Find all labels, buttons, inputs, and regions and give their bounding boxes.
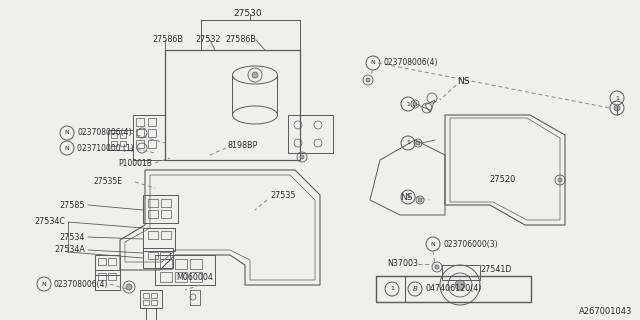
- Text: NS: NS: [457, 77, 470, 86]
- Text: 27532: 27532: [195, 36, 221, 44]
- Bar: [160, 252, 170, 259]
- Text: N: N: [65, 146, 69, 150]
- Text: N: N: [431, 242, 435, 246]
- Text: N: N: [42, 282, 46, 286]
- Text: P10001B: P10001B: [118, 158, 152, 167]
- Text: 27541D: 27541D: [480, 266, 511, 275]
- Bar: [442, 265, 480, 280]
- Circle shape: [416, 141, 420, 145]
- Bar: [190, 272, 202, 282]
- Bar: [161, 210, 171, 218]
- Text: M060004: M060004: [177, 273, 213, 282]
- Text: N: N: [371, 60, 376, 66]
- Bar: [288, 115, 333, 153]
- Bar: [148, 199, 158, 207]
- Text: 1: 1: [390, 286, 394, 292]
- Bar: [98, 258, 106, 265]
- Text: N: N: [65, 131, 69, 135]
- Text: 27535E: 27535E: [93, 178, 122, 187]
- Bar: [165, 50, 300, 160]
- Circle shape: [126, 284, 132, 290]
- Bar: [148, 129, 156, 137]
- Text: NS: NS: [400, 193, 413, 202]
- Bar: [143, 195, 178, 223]
- Text: 023708006(4): 023708006(4): [77, 129, 131, 138]
- Bar: [148, 140, 156, 148]
- Bar: [111, 141, 117, 146]
- Circle shape: [418, 198, 422, 202]
- Bar: [151, 293, 157, 298]
- Bar: [175, 272, 187, 282]
- Bar: [143, 248, 173, 268]
- Bar: [175, 259, 187, 269]
- Bar: [160, 259, 172, 269]
- Bar: [120, 141, 126, 146]
- Bar: [190, 259, 202, 269]
- Text: N37003: N37003: [387, 260, 418, 268]
- Circle shape: [366, 78, 370, 82]
- Text: B: B: [413, 286, 417, 292]
- Bar: [151, 300, 157, 305]
- Circle shape: [252, 72, 258, 78]
- Bar: [108, 273, 116, 280]
- Bar: [376, 276, 531, 302]
- Bar: [148, 118, 156, 126]
- Bar: [140, 290, 162, 308]
- Bar: [98, 273, 106, 280]
- Bar: [148, 231, 158, 239]
- Bar: [143, 228, 175, 251]
- Text: 023708006(4): 023708006(4): [383, 59, 438, 68]
- Text: 27520: 27520: [490, 175, 516, 185]
- Text: 047406120(4): 047406120(4): [425, 284, 481, 293]
- Circle shape: [413, 102, 417, 106]
- Text: A267001043: A267001043: [579, 307, 632, 316]
- Bar: [136, 118, 144, 126]
- Bar: [160, 272, 172, 282]
- Text: 27585: 27585: [60, 201, 85, 210]
- Circle shape: [558, 178, 562, 182]
- Bar: [111, 133, 117, 138]
- Text: 023710000 (1): 023710000 (1): [77, 143, 134, 153]
- Bar: [136, 140, 144, 148]
- Text: 8198BP: 8198BP: [228, 140, 259, 149]
- Bar: [133, 115, 165, 160]
- Circle shape: [435, 265, 439, 269]
- Bar: [161, 199, 171, 207]
- Bar: [108, 130, 133, 150]
- Text: 27534C: 27534C: [34, 218, 65, 227]
- Text: 27586B: 27586B: [152, 36, 183, 44]
- Circle shape: [300, 155, 304, 159]
- Bar: [143, 293, 149, 298]
- Bar: [155, 255, 215, 285]
- Bar: [95, 255, 120, 275]
- Bar: [148, 210, 158, 218]
- Text: 1: 1: [615, 95, 619, 100]
- Circle shape: [455, 280, 465, 290]
- Bar: [95, 270, 120, 290]
- Text: 27530: 27530: [234, 10, 262, 19]
- Bar: [161, 231, 171, 239]
- Bar: [146, 308, 156, 320]
- Bar: [108, 258, 116, 265]
- Bar: [143, 300, 149, 305]
- Text: 1: 1: [406, 195, 410, 199]
- Text: 27586B: 27586B: [225, 36, 256, 44]
- Bar: [136, 129, 144, 137]
- Bar: [190, 290, 200, 305]
- Text: 1: 1: [406, 101, 410, 107]
- Text: 023708006(4): 023708006(4): [54, 279, 109, 289]
- Text: 27534: 27534: [60, 233, 85, 242]
- Text: 023706000(3): 023706000(3): [443, 239, 498, 249]
- Bar: [120, 133, 126, 138]
- Circle shape: [614, 105, 620, 111]
- Text: 27534A: 27534A: [54, 245, 85, 254]
- Text: 27535: 27535: [270, 191, 296, 201]
- Text: 1: 1: [406, 140, 410, 146]
- Bar: [148, 252, 158, 259]
